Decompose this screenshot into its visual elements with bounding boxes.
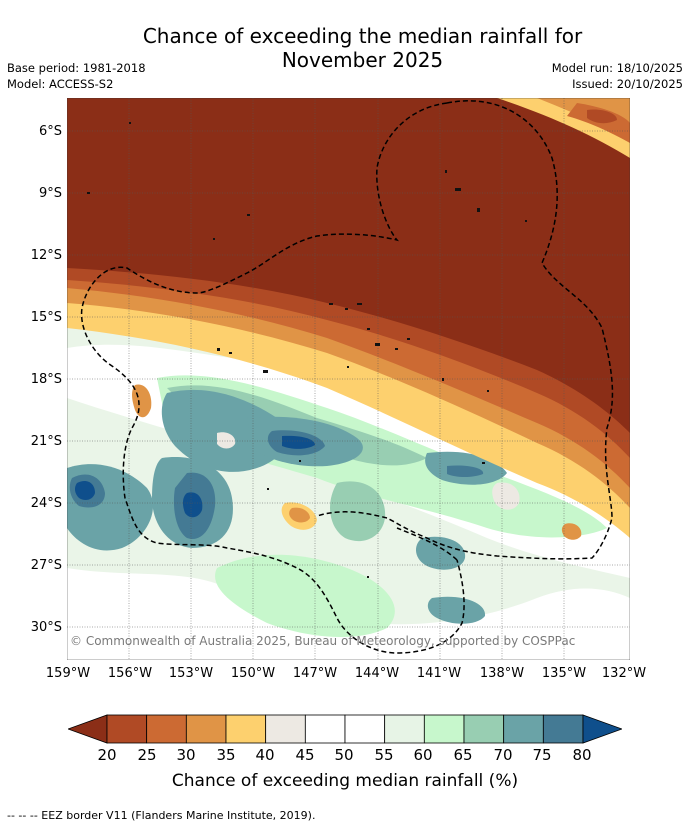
lat-label: 21°S	[30, 434, 62, 449]
colorbar-tick: 80	[572, 746, 592, 764]
lat-label: 9°S	[38, 186, 62, 201]
colorbar-tick: 65	[453, 746, 473, 764]
lon-label: 144°W	[354, 666, 400, 681]
lon-label: 132°W	[601, 666, 647, 681]
blue-zone-5	[282, 435, 315, 449]
colorbar	[68, 714, 622, 744]
meta-right: Model run: 18/10/2025 Issued: 20/10/2025	[552, 60, 683, 92]
lon-label: 141°W	[416, 666, 462, 681]
colorbar-tick: 45	[295, 746, 315, 764]
meta-left: Base period: 1981-2018 Model: ACCESS-S2	[7, 60, 146, 92]
islands	[87, 122, 527, 578]
lon-label: 159°W	[45, 666, 91, 681]
lon-label: 138°W	[479, 666, 525, 681]
colorbar-tick: 40	[255, 746, 275, 764]
colorbar-label: Chance of exceeding median rainfall (%)	[171, 771, 519, 791]
ne-orange-3	[567, 103, 630, 143]
teal-zone-2	[161, 389, 288, 472]
colorbar-extend-high	[582, 714, 622, 744]
band-below-25	[67, 98, 630, 433]
colorbar-segment	[344, 714, 386, 744]
title-line-1: Chance of exceeding the median rainfall …	[142, 24, 583, 48]
lat-label: 6°S	[38, 124, 62, 139]
blue-zone-7	[447, 465, 484, 477]
lat-label: 30°S	[30, 620, 62, 635]
issued-date: Issued: 20/10/2025	[572, 77, 683, 91]
ne-orange-2	[537, 98, 630, 138]
colorbar-segment	[225, 714, 267, 744]
colorbar-tick: 35	[216, 746, 236, 764]
colorbar-tick: 25	[137, 746, 157, 764]
lat-label: 15°S	[30, 310, 62, 325]
colorbar-segment	[463, 714, 505, 744]
colorbar-segment	[304, 714, 346, 744]
lat-label: 24°S	[30, 496, 62, 511]
white-zone-south	[67, 568, 630, 660]
colorbar-tick: 30	[176, 746, 196, 764]
light-green-zone-2	[215, 554, 395, 638]
teal-zone-7	[415, 536, 466, 570]
teal-zone-8	[427, 596, 486, 624]
map-title: Chance of exceeding the median rainfall …	[0, 24, 690, 72]
grey-patch-2	[217, 432, 236, 449]
rainfall-map	[67, 98, 630, 660]
copyright-notice: © Commonwealth of Australia 2025, Bureau…	[70, 634, 576, 648]
colorbar-tick: 70	[493, 746, 513, 764]
lat-label: 12°S	[30, 248, 62, 263]
colorbar-segment	[146, 714, 187, 744]
base-period: Base period: 1981-2018	[7, 61, 146, 75]
blue-zone-6	[74, 481, 95, 501]
colorbar-extend-low	[68, 714, 108, 744]
blue-zone-4	[182, 492, 203, 518]
lon-label: 150°W	[230, 666, 276, 681]
colorbar-segment	[503, 714, 544, 744]
teal-zone-6	[330, 481, 386, 542]
colorbar-segment	[106, 714, 148, 744]
colorbar-tick: 20	[97, 746, 117, 764]
title-line-2: November 2025	[281, 48, 444, 72]
orange-patch-3	[561, 523, 582, 540]
model-name: Model: ACCESS-S2	[7, 77, 114, 91]
eez-border	[80, 100, 614, 654]
colorbar-tick: 55	[374, 746, 394, 764]
graticule	[67, 98, 630, 660]
lat-label: 18°S	[30, 372, 62, 387]
lon-label: 156°W	[107, 666, 153, 681]
lon-label: 147°W	[292, 666, 338, 681]
colorbar-segment	[185, 714, 227, 744]
colorbar-tick: 50	[334, 746, 354, 764]
colorbar-segment	[423, 714, 465, 744]
model-run: Model run: 18/10/2025	[551, 61, 683, 75]
colorbar-tick: 60	[413, 746, 433, 764]
eez-legend: -- -- -- EEZ border V11 (Flanders Marine…	[7, 809, 316, 822]
lat-label: 27°S	[30, 558, 62, 573]
ne-patch	[587, 109, 617, 124]
colorbar-segment	[265, 714, 306, 744]
map-canvas	[67, 98, 630, 660]
lon-label: 135°W	[541, 666, 587, 681]
lon-label: 153°W	[168, 666, 214, 681]
orange-patch-2	[289, 507, 310, 523]
colorbar-segment	[542, 714, 584, 744]
colorbar-tick: 75	[532, 746, 552, 764]
colorbar-segment	[384, 714, 425, 744]
